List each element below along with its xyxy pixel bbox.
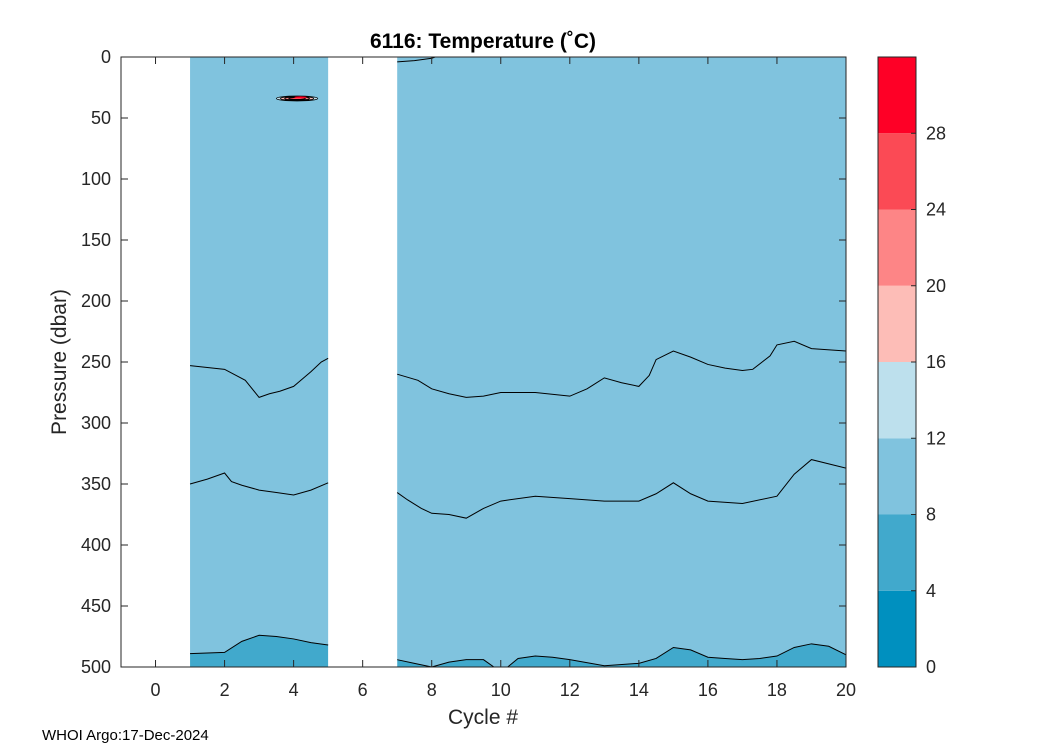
- colorbar-tick-label-4: 4: [926, 581, 936, 601]
- x-tick-label-20: 20: [836, 680, 856, 700]
- x-tick-label-10: 10: [491, 680, 511, 700]
- y-tick-label-100: 100: [81, 169, 111, 189]
- fill-band-8-12: [121, 57, 846, 667]
- x-tick-label-2: 2: [220, 680, 230, 700]
- x-axis-label: Cycle #: [448, 706, 518, 729]
- x-tick-label-8: 8: [427, 680, 437, 700]
- anomaly-core: [294, 96, 307, 99]
- y-tick-label-50: 50: [91, 108, 111, 128]
- contour-line-2-0: [190, 634, 329, 655]
- x-tick-label-4: 4: [289, 680, 299, 700]
- colorbar-tick-label-28: 28: [926, 123, 946, 143]
- y-tick-label-300: 300: [81, 413, 111, 433]
- data-gap-1: [328, 57, 398, 667]
- contour-line-2-2: [507, 643, 846, 667]
- colorbar: 0 4 8 12 16 20 24 28: [877, 56, 946, 677]
- colorbar-swatch-4-8: [878, 514, 916, 591]
- contour-line-2-1: [397, 659, 495, 667]
- colorbar-swatch-28-32: [878, 57, 916, 134]
- footer-credit: WHOI Argo:17-Dec-2024: [42, 727, 209, 744]
- x-tick-label-18: 18: [767, 680, 787, 700]
- y-tick-label-150: 150: [81, 230, 111, 250]
- chart-title: 6116: Temperature (˚C): [370, 30, 596, 53]
- plot-area: [121, 57, 846, 667]
- colorbar-tick-label-8: 8: [926, 505, 936, 525]
- colorbar-swatch-8-12: [878, 438, 916, 515]
- x-tick-label-12: 12: [560, 680, 580, 700]
- contour-line-1-0: [189, 472, 329, 496]
- colorbar-tick-label-12: 12: [926, 428, 946, 448]
- y-tick-label-350: 350: [81, 474, 111, 494]
- contour-line-0-1: [397, 340, 846, 398]
- contour-line-0-0: [189, 357, 329, 398]
- y-tick-label-450: 450: [81, 596, 111, 616]
- colorbar-swatch-24-28: [878, 133, 916, 210]
- contour-line-1-1: [396, 459, 846, 519]
- colorbar-tick-label-16: 16: [926, 352, 946, 372]
- colorbar-tick-label-20: 20: [926, 276, 946, 296]
- y-axis-label: Pressure (dbar): [48, 289, 71, 435]
- colorbar-tick-label-0: 0: [926, 657, 936, 677]
- y-tick-label-400: 400: [81, 535, 111, 555]
- colorbar-swatch-16-20: [878, 285, 916, 362]
- colorbar-swatch-12-16: [878, 362, 916, 439]
- y-tick-label-200: 200: [81, 291, 111, 311]
- x-tick-label-0: 0: [151, 680, 161, 700]
- fill-band-4-8-0: [190, 635, 329, 667]
- axes: 0 2 4 6 8 10 12 14 16 18 2005010015020025030035040…: [81, 47, 856, 700]
- colorbar-swatch-20-24: [878, 209, 916, 286]
- y-tick-label-500: 500: [81, 657, 111, 677]
- y-tick-label-250: 250: [81, 352, 111, 372]
- x-tick-label-14: 14: [629, 680, 649, 700]
- fill-band-4-8-2: [507, 643, 846, 667]
- y-tick-label-0: 0: [101, 47, 111, 67]
- colorbar-swatch-0-4: [878, 590, 916, 667]
- data-gap-0: [121, 57, 191, 667]
- colorbar-tick-label-24: 24: [926, 200, 946, 220]
- x-tick-label-16: 16: [698, 680, 718, 700]
- x-tick-label-6: 6: [358, 680, 368, 700]
- contour-line-3-0: [397, 57, 436, 63]
